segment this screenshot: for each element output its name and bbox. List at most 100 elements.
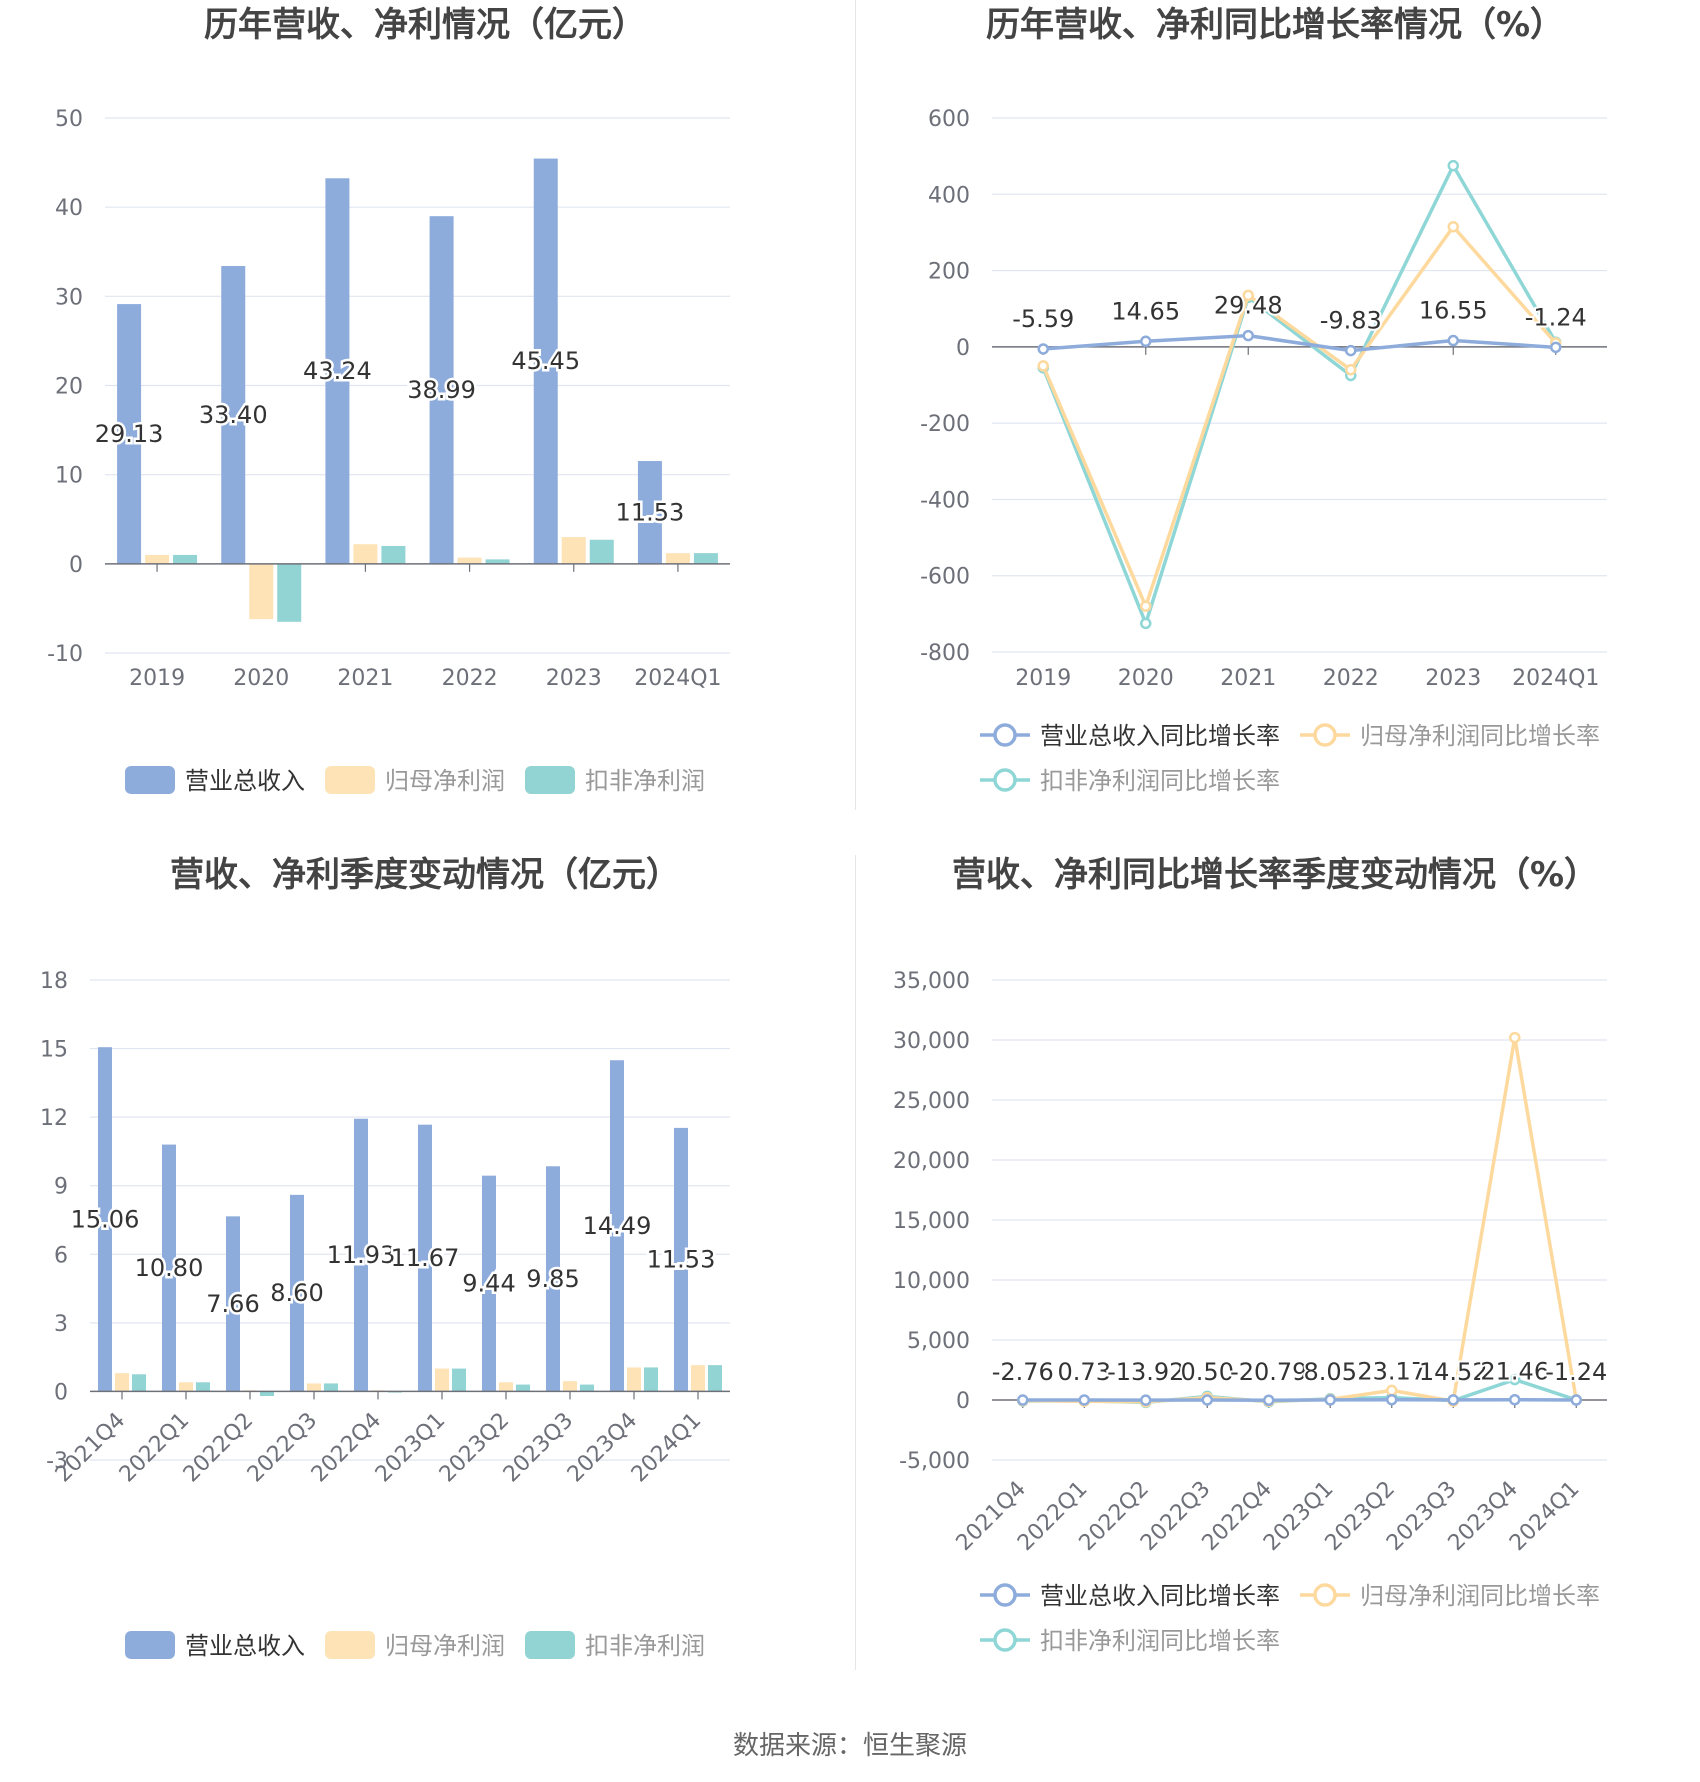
y-tick-label: 0 xyxy=(956,336,970,361)
point-net-profit-growth xyxy=(1037,360,1049,372)
legend-label: 扣非净利润 xyxy=(585,767,705,795)
y-tick-label: 6 xyxy=(54,1243,68,1268)
point-revenue-growth xyxy=(1447,334,1459,347)
y-tick-label: 35,000 xyxy=(893,969,970,994)
x-tick-label: 2022Q3 xyxy=(243,1408,322,1487)
y-tick-label: 10 xyxy=(55,464,83,489)
bar-net-profit xyxy=(179,1382,193,1392)
bar-revenue xyxy=(674,1127,688,1392)
bar-net-profit xyxy=(353,544,378,564)
bar-revenue xyxy=(162,1144,176,1392)
y-tick-label: 5,000 xyxy=(907,1329,970,1354)
y-tick-label: 15,000 xyxy=(893,1209,970,1234)
bar-revenue xyxy=(482,1175,496,1392)
x-tick-label: 2024Q1 xyxy=(1512,666,1599,691)
data-label: -5.59 xyxy=(1012,305,1074,333)
annual-revenue-profit-chart: 历年营收、净利情况（亿元） 50 40 30 20 10 0 -10 2019 2020 2021 2… xyxy=(47,5,730,795)
data-label: 11.67 xyxy=(391,1244,460,1272)
bar-net-profit xyxy=(561,537,586,564)
point-revenue-growth xyxy=(1201,1394,1213,1406)
legend-swatch-0 xyxy=(125,766,175,794)
bar-net-profit xyxy=(307,1383,321,1392)
legend-label: 归母净利润同比增长率 xyxy=(1360,1582,1600,1610)
x-tick-label: 2023 xyxy=(1425,666,1481,691)
x-tick-label: 2023Q2 xyxy=(435,1408,514,1487)
legend-swatch-2 xyxy=(525,1631,575,1659)
data-label: 29.48 xyxy=(1214,292,1283,320)
point-revenue-growth xyxy=(1140,335,1152,348)
chart-title: 营收、净利同比增长率季度变动情况（%） xyxy=(952,855,1598,895)
chart-title: 营收、净利季度变动情况（亿元） xyxy=(170,855,680,895)
y-tick-label: 30 xyxy=(55,285,83,310)
x-tick-label: 2019 xyxy=(1015,666,1071,691)
point-deducted-profit-growth xyxy=(1140,617,1152,630)
data-label: 21.46 xyxy=(1480,1358,1549,1386)
chart-title: 历年营收、净利同比增长率情况（%） xyxy=(986,5,1564,45)
bar-deducted-profit xyxy=(693,553,718,564)
y-tick-label: -400 xyxy=(920,488,970,513)
y-tick-label: 12 xyxy=(40,1106,68,1131)
legend-label: 归母净利润 xyxy=(385,767,505,795)
point-revenue-growth xyxy=(1017,1394,1029,1406)
legend-marker-1 xyxy=(1313,1583,1337,1607)
y-tick-label: -10 xyxy=(47,642,83,667)
bar-revenue xyxy=(533,158,558,564)
point-revenue-growth xyxy=(1447,1394,1459,1406)
legend-label: 营业总收入 xyxy=(185,1632,305,1660)
y-tick-label: 400 xyxy=(928,183,970,208)
y-tick-label: 9 xyxy=(54,1175,68,1200)
legend-marker-1 xyxy=(1313,723,1337,747)
point-revenue-growth xyxy=(1078,1394,1090,1406)
bar-net-profit xyxy=(691,1365,705,1392)
data-label: 16.55 xyxy=(1419,297,1488,325)
data-label: 9.85 xyxy=(526,1265,579,1293)
legend-swatch-0 xyxy=(125,1631,175,1659)
point-revenue-growth xyxy=(1324,1394,1336,1406)
x-tick-label: 2019 xyxy=(129,666,185,691)
x-tick-label: 2024Q1 xyxy=(634,666,721,691)
x-tick-label: 2020 xyxy=(1118,666,1174,691)
data-label: 11.53 xyxy=(647,1246,716,1274)
bar-deducted-profit xyxy=(132,1374,146,1392)
legend-label: 营业总收入 xyxy=(185,767,305,795)
point-net-profit-growth xyxy=(1509,1031,1521,1044)
y-tick-label: -200 xyxy=(920,412,970,437)
x-tick-label: 2022Q2 xyxy=(179,1408,258,1487)
bar-deducted-profit xyxy=(644,1367,658,1392)
legend-marker-0 xyxy=(993,1583,1017,1607)
legend-swatch-2 xyxy=(525,766,575,794)
bar-net-profit xyxy=(145,554,170,564)
point-revenue-growth xyxy=(1242,329,1254,342)
point-net-profit-growth xyxy=(1242,289,1254,302)
bar-revenue xyxy=(429,216,454,564)
bar-deducted-profit xyxy=(580,1384,594,1392)
x-tick-label: 2020 xyxy=(233,666,289,691)
legend-label: 营业总收入同比增长率 xyxy=(1040,1582,1280,1610)
legend-marker-2 xyxy=(993,1628,1017,1652)
data-label: 29.13 xyxy=(95,420,164,448)
point-net-profit-growth xyxy=(1386,1384,1398,1397)
data-label: 43.24 xyxy=(303,357,372,385)
bar-revenue xyxy=(610,1060,624,1392)
x-tick-label: 2023 xyxy=(546,666,602,691)
annual-growth-rate-chart: 历年营收、净利同比增长率情况（%） 600 400 200 0 -200 -400 -600 -… xyxy=(920,5,1607,795)
data-label: 38.99 xyxy=(407,376,476,404)
data-source-footer: 数据来源：恒生聚源 xyxy=(732,1731,967,1761)
legend-label: 归母净利润同比增长率 xyxy=(1360,722,1600,750)
bar-deducted-profit xyxy=(589,539,614,564)
x-tick-label: 2023Q1 xyxy=(371,1408,450,1487)
legend-swatch-1 xyxy=(325,766,375,794)
point-revenue-growth xyxy=(1386,1393,1398,1406)
bar-net-profit xyxy=(115,1373,129,1392)
data-label: -1.24 xyxy=(1545,1358,1607,1386)
data-label: 7.66 xyxy=(206,1290,259,1318)
y-tick-label: 0 xyxy=(54,1380,68,1405)
quarterly-growth-rate-chart: 营收、净利同比增长率季度变动情况（%） 35,000 30,000 25,000 20,… xyxy=(893,855,1609,1655)
bar-net-profit xyxy=(457,557,482,564)
line-deducted-profit-growth xyxy=(1041,161,1558,629)
legend-marker-2 xyxy=(993,768,1017,792)
point-net-profit-growth xyxy=(1140,600,1152,612)
y-tick-label: 18 xyxy=(40,969,68,994)
data-label: 0.50 xyxy=(1181,1358,1234,1386)
x-tick-label: 2022 xyxy=(442,666,498,691)
